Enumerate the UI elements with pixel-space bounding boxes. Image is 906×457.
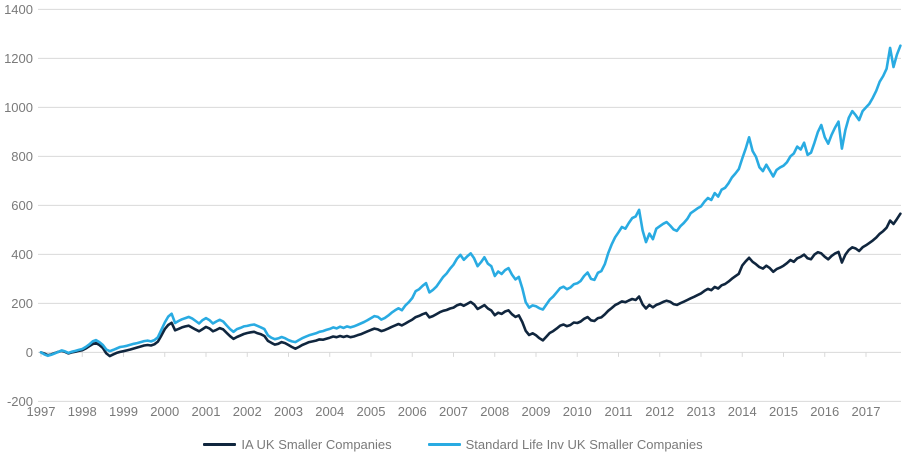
legend-item-ia-uk-smaller: IA UK Smaller Companies xyxy=(203,436,392,452)
y-axis-tick-label: 400 xyxy=(11,247,33,262)
x-axis-tick-label: 2002 xyxy=(233,404,262,419)
x-axis-tick-label: 1999 xyxy=(109,404,138,419)
x-axis-tick-label: 2006 xyxy=(398,404,427,419)
x-axis-tick-label: 2014 xyxy=(728,404,757,419)
y-axis-tick-label: 200 xyxy=(11,296,33,311)
y-axis-tick-label: 0 xyxy=(26,345,33,360)
y-axis-tick-label: 1400 xyxy=(4,2,33,17)
legend-label: IA UK Smaller Companies xyxy=(241,436,392,452)
x-axis-tick-label: 2015 xyxy=(769,404,798,419)
x-axis-tick-label: 2004 xyxy=(315,404,344,419)
y-axis-tick-label: 1000 xyxy=(4,100,33,115)
x-axis-tick-label: 2001 xyxy=(192,404,221,419)
x-axis-tick-label: 2011 xyxy=(605,404,633,419)
x-axis-tick-label: 2010 xyxy=(563,404,592,419)
x-axis-tick-label: 2017 xyxy=(852,404,881,419)
x-axis-tick-label: 2000 xyxy=(150,404,179,419)
y-axis-tick-label: 1200 xyxy=(4,51,33,66)
x-axis-tick-label: 1997 xyxy=(27,404,56,419)
y-axis-tick-label: 800 xyxy=(11,149,33,164)
series-line-0 xyxy=(39,212,902,358)
x-axis-tick-label: 2013 xyxy=(687,404,716,419)
legend-label: Standard Life Inv UK Smaller Companies xyxy=(465,436,703,452)
chart-legend: IA UK Smaller Companies Standard Life In… xyxy=(0,434,906,454)
x-axis-tick-label: 2009 xyxy=(522,404,551,419)
x-axis-tick-label: 2012 xyxy=(645,404,674,419)
x-axis-tick-label: 2005 xyxy=(357,404,386,419)
y-axis-tick-label: -200 xyxy=(7,394,33,409)
x-axis-tick-label: 2008 xyxy=(480,404,509,419)
x-axis-tick-label: 2016 xyxy=(810,404,839,419)
legend-line-swatch-navy xyxy=(203,442,237,446)
x-axis-tick-label: 1998 xyxy=(68,404,97,419)
legend-item-standard-life: Standard Life Inv UK Smaller Companies xyxy=(427,436,703,452)
x-axis-tick-label: 2003 xyxy=(274,404,303,419)
x-axis-tick-label: 2007 xyxy=(439,404,468,419)
legend-line-swatch-blue xyxy=(427,442,461,446)
y-axis-tick-label: 600 xyxy=(11,198,33,213)
series-line-1 xyxy=(39,44,902,358)
